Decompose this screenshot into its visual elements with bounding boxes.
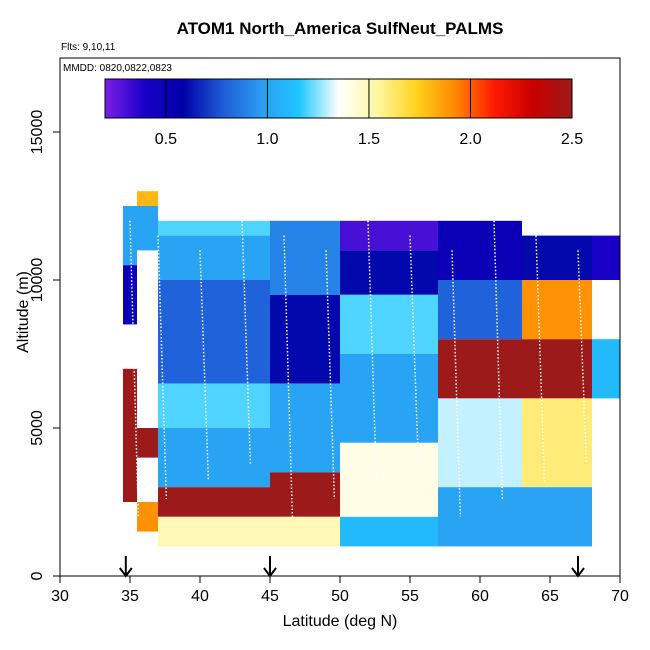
heatmap-cell <box>158 220 270 236</box>
heatmap-cell <box>522 398 592 488</box>
heatmap-cells <box>123 191 620 547</box>
heatmap-cell <box>158 280 270 384</box>
heatmap-cell <box>158 383 270 428</box>
colorbar-tick-label: 1.0 <box>256 131 278 148</box>
heatmap-cell <box>438 220 522 280</box>
heatmap-cell <box>158 487 270 517</box>
heatmap-cell <box>438 487 522 547</box>
y-axis: 0 5000 10000 15000 <box>29 110 60 580</box>
heatmap-cell <box>522 280 592 340</box>
flight-track <box>451 250 462 517</box>
colorbar-tick-label: 2.0 <box>459 131 481 148</box>
heatmap-cell <box>123 265 137 325</box>
flight-track <box>535 235 546 482</box>
x-tick-label: 50 <box>331 588 349 605</box>
heatmap-cell <box>340 294 438 354</box>
mmdd-annotation: MMDD: 0820,0822,0823 <box>63 63 172 74</box>
heatmap-cell <box>340 250 438 295</box>
colorbar-tick-label: 0.5 <box>155 131 177 148</box>
flight-tracks <box>129 220 588 517</box>
heatmap-cell <box>522 339 592 399</box>
heatmap-cell <box>340 442 438 517</box>
colorbar-tick-label: 2.5 <box>561 131 583 148</box>
latitude-arrow-head <box>263 567 277 578</box>
flight-track <box>409 235 420 464</box>
heatmap-cell <box>592 235 620 280</box>
x-tick-label: 35 <box>121 588 139 605</box>
heatmap-cell <box>123 368 137 502</box>
x-tick-label: 55 <box>401 588 419 605</box>
heatmap-cell <box>522 235 592 280</box>
latitude-arrow-head <box>119 567 133 578</box>
x-axis-label: Latitude (deg N) <box>282 613 398 630</box>
heatmap-cell <box>158 428 270 488</box>
x-tick-label: 60 <box>471 588 489 605</box>
y-axis-label: Altitude (m) <box>15 271 32 353</box>
chart-title: ATOM1 North_America SulfNeut_PALMS <box>176 19 504 38</box>
y-tick-label: 15000 <box>29 110 46 155</box>
flight-track <box>493 220 504 500</box>
heatmap-cell <box>438 398 522 488</box>
latitude-arrows <box>119 556 585 578</box>
flight-track <box>199 250 210 482</box>
heatmap-cell <box>158 235 270 280</box>
heatmap-cell <box>137 206 158 251</box>
colorbar-gradient <box>104 78 573 119</box>
x-tick-label: 30 <box>51 588 69 605</box>
y-tick-label: 10000 <box>29 258 46 303</box>
flight-track <box>283 235 294 517</box>
y-tick-label: 0 <box>29 571 46 580</box>
flight-track <box>367 220 378 482</box>
heatmap-cell <box>438 339 522 399</box>
heatmap-cell <box>270 383 340 473</box>
heatmap-cell <box>522 487 592 547</box>
colorbar: 0.5 1.0 1.5 2.0 2.5 <box>104 78 583 148</box>
x-axis: 30 35 40 45 50 55 60 65 70 <box>51 576 629 605</box>
heatmap-cell <box>270 220 340 295</box>
x-tick-label: 40 <box>191 588 209 605</box>
heatmap-cell <box>270 516 340 547</box>
flight-track <box>325 250 336 500</box>
latitude-arrow-head <box>571 567 585 578</box>
colorbar-tick-label: 1.5 <box>358 131 380 148</box>
heatmap-cell <box>137 502 158 532</box>
heatmap-cell <box>158 516 270 547</box>
y-tick-label: 5000 <box>29 410 46 446</box>
flight-track <box>577 250 588 464</box>
flights-subtitle: Flts: 9,10,11 <box>61 42 116 53</box>
heatmap-cell <box>340 220 438 251</box>
flight-track <box>129 220 140 517</box>
heatmap-cell <box>340 516 438 547</box>
x-tick-label: 70 <box>611 588 629 605</box>
heatmap-cell <box>592 339 620 399</box>
heatmap-cell <box>137 191 158 206</box>
x-tick-label: 45 <box>261 588 279 605</box>
heatmap-cell <box>340 354 438 443</box>
heatmap-cell <box>137 428 158 458</box>
x-tick-label: 65 <box>541 588 559 605</box>
heatmap-cell <box>270 472 340 517</box>
heatmap-cell <box>438 280 522 340</box>
